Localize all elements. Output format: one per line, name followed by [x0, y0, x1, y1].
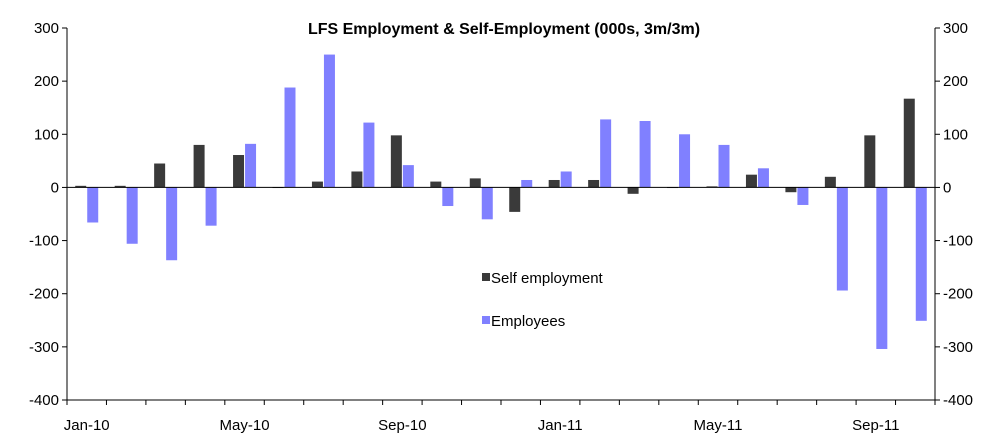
- legend: Self employment Employees: [482, 270, 604, 330]
- bar-employees-sep-11: [876, 187, 888, 349]
- x-tick-label: Sep-11: [852, 417, 899, 434]
- y-tick-right-label: -400: [943, 392, 973, 409]
- bar-employees-feb-10: [126, 187, 138, 244]
- y-tick-right-label: 100: [943, 126, 968, 143]
- bar-employees-jul-11: [797, 187, 809, 205]
- legend-label-employees: Employees: [491, 313, 565, 330]
- y-tick-left-label: -300: [29, 339, 59, 356]
- bar-self-employment-jul-11: [785, 187, 797, 193]
- bar-employees-oct-11: [915, 187, 927, 321]
- bar-self-employment-mar-10: [154, 163, 166, 188]
- bar-employees-aug-11: [836, 187, 848, 291]
- bar-self-employment-feb-10: [114, 185, 126, 188]
- y-tick-right-label: 300: [943, 20, 968, 37]
- bar-employees-aug-10: [363, 122, 375, 188]
- bar-self-employment-oct-11: [903, 98, 915, 188]
- y-axis-right: 300 200 100 0 -100 -200 -300 -400: [935, 20, 973, 409]
- bar-employees-may-11: [718, 144, 730, 188]
- x-tick-label: Sep-10: [378, 417, 426, 434]
- bar-self-employment-dec-10: [509, 187, 521, 212]
- bar-self-employment-feb-11: [588, 179, 600, 188]
- x-tick-label: May-10: [220, 417, 270, 434]
- bar-self-employment-jul-10: [311, 181, 323, 188]
- bars: [75, 54, 927, 349]
- bar-self-employment-mar-11: [627, 187, 639, 194]
- bar-employees-may-10: [245, 143, 257, 188]
- y-tick-right-label: -300: [943, 339, 973, 356]
- bar-employees-jul-10: [323, 54, 335, 188]
- bar-self-employment-may-11: [706, 186, 718, 188]
- x-tick-label: Jan-10: [64, 417, 110, 434]
- bar-self-employment-aug-11: [824, 176, 836, 188]
- plot-frame: [66, 28, 936, 401]
- bar-employees-apr-10: [205, 187, 217, 226]
- bar-employees-jun-11: [757, 168, 769, 188]
- bar-employees-sep-10: [402, 165, 414, 188]
- bar-self-employment-nov-10: [469, 178, 481, 188]
- y-tick-right-label: -200: [943, 286, 973, 303]
- legend-label-self-employment: Self employment: [491, 270, 604, 287]
- bar-self-employment-sep-10: [390, 135, 402, 188]
- y-tick-left-label: 0: [51, 179, 59, 196]
- bar-self-employment-jun-11: [745, 174, 757, 188]
- bar-self-employment-sep-11: [864, 135, 876, 188]
- bar-employees-feb-11: [600, 119, 612, 188]
- y-tick-left-label: -200: [29, 286, 59, 303]
- bar-self-employment-jan-11: [548, 179, 560, 188]
- y-tick-right-label: -100: [943, 233, 973, 250]
- x-tick-label: Jan-11: [538, 417, 583, 434]
- y-tick-left-label: 200: [34, 73, 59, 90]
- bar-self-employment-jan-10: [75, 185, 87, 188]
- bar-employees-jun-10: [284, 87, 296, 188]
- x-axis: Jan-10 May-10 Sep-10 Jan-11 May-11 Sep-11: [64, 400, 936, 434]
- bar-employees-nov-10: [481, 187, 493, 220]
- bar-employees-dec-10: [521, 179, 533, 188]
- bar-employees-mar-10: [166, 187, 178, 261]
- bar-self-employment-may-10: [233, 155, 245, 188]
- y-tick-left-label: 100: [34, 126, 59, 143]
- y-tick-right-label: 200: [943, 73, 968, 90]
- y-tick-left-label: 300: [34, 20, 59, 37]
- chart-title: LFS Employment & Self-Employment (000s, …: [308, 21, 700, 38]
- bar-self-employment-aug-10: [351, 171, 363, 188]
- y-tick-right-label: 0: [943, 179, 951, 196]
- bar-employees-jan-10: [87, 187, 99, 223]
- y-tick-left-label: -400: [29, 392, 59, 409]
- bar-self-employment-apr-10: [193, 144, 205, 188]
- bar-employees-apr-11: [679, 134, 691, 188]
- bar-employees-jan-11: [560, 171, 572, 188]
- bar-self-employment-oct-10: [430, 181, 442, 188]
- bar-employees-mar-11: [639, 121, 651, 188]
- legend-swatch-self-employment: [482, 273, 490, 281]
- y-tick-left-label: -100: [29, 233, 59, 250]
- legend-swatch-employees: [482, 316, 490, 324]
- x-tick-label: May-11: [694, 417, 743, 434]
- y-axis-left: 300 200 100 0 -100 -200 -300 -400: [29, 20, 67, 409]
- bar-employees-oct-10: [442, 187, 454, 207]
